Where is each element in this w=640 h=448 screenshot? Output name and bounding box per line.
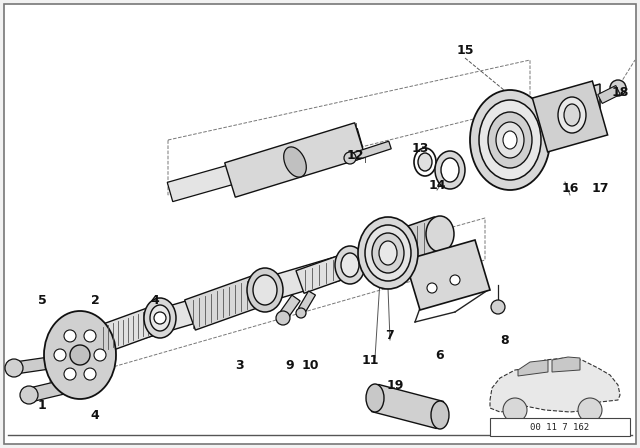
- Polygon shape: [28, 378, 74, 402]
- Circle shape: [84, 330, 96, 342]
- Text: 17: 17: [591, 181, 609, 194]
- Polygon shape: [598, 86, 620, 103]
- Bar: [490, 418, 630, 436]
- Polygon shape: [167, 129, 363, 202]
- Ellipse shape: [379, 241, 397, 265]
- Ellipse shape: [247, 268, 283, 312]
- Ellipse shape: [341, 253, 359, 277]
- Polygon shape: [298, 291, 316, 312]
- Text: 15: 15: [456, 43, 474, 56]
- Ellipse shape: [441, 158, 459, 182]
- Polygon shape: [532, 81, 607, 152]
- Text: 9: 9: [285, 358, 294, 371]
- Ellipse shape: [366, 384, 384, 412]
- Polygon shape: [14, 354, 71, 374]
- Circle shape: [94, 349, 106, 361]
- Text: 5: 5: [38, 293, 46, 306]
- Circle shape: [296, 308, 306, 318]
- Polygon shape: [544, 84, 600, 148]
- Polygon shape: [349, 141, 391, 162]
- Polygon shape: [225, 123, 365, 197]
- Text: 8: 8: [500, 333, 509, 346]
- Ellipse shape: [372, 233, 404, 273]
- Circle shape: [20, 386, 38, 404]
- Polygon shape: [371, 384, 444, 429]
- Circle shape: [70, 345, 90, 365]
- Circle shape: [84, 368, 96, 380]
- Ellipse shape: [335, 246, 365, 284]
- Ellipse shape: [418, 153, 432, 171]
- Circle shape: [64, 368, 76, 380]
- Text: 2: 2: [91, 293, 99, 306]
- Circle shape: [344, 152, 356, 164]
- Circle shape: [578, 398, 602, 422]
- Polygon shape: [184, 275, 266, 330]
- Ellipse shape: [431, 401, 449, 429]
- Polygon shape: [364, 217, 446, 275]
- Ellipse shape: [284, 147, 307, 177]
- Ellipse shape: [150, 305, 170, 331]
- Polygon shape: [405, 240, 490, 310]
- Text: 3: 3: [236, 358, 244, 371]
- Circle shape: [491, 300, 505, 314]
- Circle shape: [276, 311, 290, 325]
- Ellipse shape: [479, 100, 541, 180]
- Polygon shape: [296, 239, 394, 293]
- Ellipse shape: [470, 90, 550, 190]
- Ellipse shape: [253, 275, 277, 305]
- Ellipse shape: [564, 104, 580, 126]
- Ellipse shape: [426, 216, 454, 252]
- Ellipse shape: [365, 225, 411, 281]
- Text: 10: 10: [301, 358, 319, 371]
- Ellipse shape: [558, 97, 586, 133]
- Ellipse shape: [435, 151, 465, 189]
- Text: 12: 12: [346, 148, 364, 161]
- Circle shape: [610, 80, 626, 96]
- Text: 7: 7: [386, 328, 394, 341]
- Text: 4: 4: [150, 293, 159, 306]
- Text: 1: 1: [38, 399, 46, 412]
- Polygon shape: [95, 307, 160, 353]
- Circle shape: [5, 359, 23, 377]
- Circle shape: [503, 398, 527, 422]
- Text: 16: 16: [561, 181, 579, 194]
- Text: 13: 13: [412, 142, 429, 155]
- Text: 6: 6: [436, 349, 444, 362]
- Ellipse shape: [414, 148, 436, 176]
- Ellipse shape: [503, 131, 517, 149]
- Text: 14: 14: [428, 178, 445, 191]
- Text: 4: 4: [91, 409, 99, 422]
- Circle shape: [54, 349, 66, 361]
- Circle shape: [427, 283, 437, 293]
- Polygon shape: [280, 295, 300, 318]
- Polygon shape: [490, 358, 620, 412]
- Polygon shape: [127, 254, 353, 341]
- Polygon shape: [552, 357, 580, 372]
- Ellipse shape: [496, 122, 524, 158]
- Text: 18: 18: [611, 86, 628, 99]
- Circle shape: [154, 312, 166, 324]
- Ellipse shape: [44, 311, 116, 399]
- Text: 00 11 7 162: 00 11 7 162: [531, 422, 589, 431]
- Circle shape: [450, 275, 460, 285]
- Polygon shape: [518, 360, 548, 376]
- Ellipse shape: [488, 112, 532, 168]
- Text: 11: 11: [361, 353, 379, 366]
- Circle shape: [64, 330, 76, 342]
- Ellipse shape: [144, 298, 176, 338]
- Ellipse shape: [358, 217, 418, 289]
- Text: 19: 19: [387, 379, 404, 392]
